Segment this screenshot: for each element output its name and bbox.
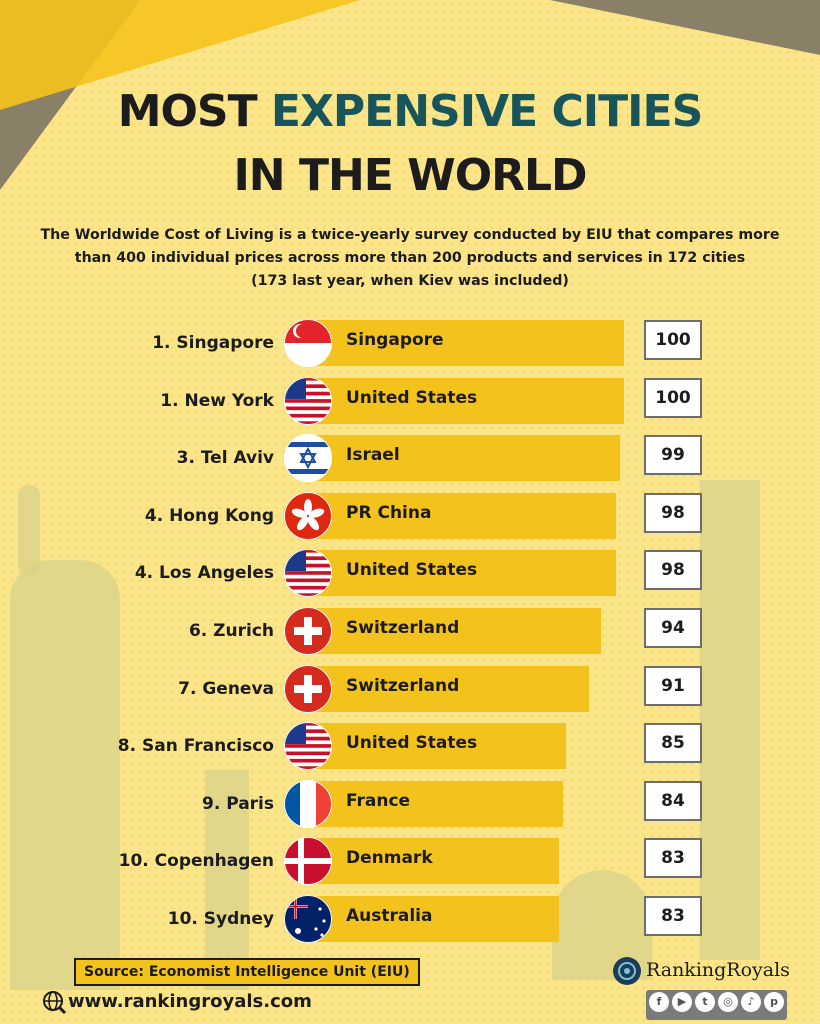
description-line: (173 last year, when Kiev was included)	[251, 273, 569, 289]
city-label: 8. San Francisco	[117, 736, 274, 757]
pinterest-icon[interactable]: p	[764, 992, 784, 1012]
title-accent: EXPENSIVE CITIES	[270, 86, 703, 137]
globe-icon	[43, 991, 66, 1014]
city-label: 10. Sydney	[167, 909, 274, 929]
skyscraper-silhouette	[700, 480, 760, 960]
bar	[308, 377, 624, 424]
score-value: 83	[644, 838, 702, 879]
country-label: PR China	[346, 502, 432, 523]
city-label: 7. Geneva	[178, 678, 274, 699]
score-value: 98	[644, 550, 702, 591]
bar	[308, 550, 616, 597]
score-value: 83	[644, 896, 702, 936]
city-label: 4. Hong Kong	[144, 505, 274, 526]
page-title: MOST EXPENSIVE CITIES	[117, 86, 704, 137]
country-label: Israel	[346, 445, 400, 466]
brand-name: RankingRoyals	[646, 959, 790, 981]
score-value: 91	[644, 665, 702, 706]
australia-flag-icon	[284, 895, 332, 943]
bar	[308, 838, 559, 885]
chart-row: 8. San Francisco United States 85	[0, 722, 820, 779]
score-value: 94	[644, 608, 702, 648]
twitter-icon[interactable]: t	[695, 992, 715, 1012]
score-value: 98	[644, 492, 702, 533]
instagram-icon[interactable]: ◎	[718, 992, 738, 1012]
country-label: United States	[346, 387, 478, 408]
statue-silhouette	[10, 560, 120, 990]
page-title-line2: IN THE WORLD	[233, 150, 587, 201]
score-value: 100	[644, 320, 702, 360]
denmark-flag-icon	[284, 837, 332, 886]
usa-flag-icon	[284, 376, 332, 425]
torch-silhouette	[18, 485, 40, 575]
city-label: 10. Copenhagen	[118, 851, 274, 872]
chart-row: 3. Tel Aviv Israel 99	[0, 434, 820, 491]
tiktok-icon[interactable]: ♪	[741, 992, 761, 1012]
chart-row: 9. Paris France 84	[0, 779, 820, 837]
country-label: France	[346, 790, 411, 811]
country-label: United States	[346, 733, 478, 754]
bar	[308, 492, 616, 539]
singapore-flag-icon	[284, 319, 332, 367]
rankingroyals-logo-icon	[613, 957, 641, 985]
country-label: Switzerland	[346, 675, 460, 696]
bar	[308, 435, 620, 482]
corner-decoration-right	[550, 0, 820, 55]
chart-row: 1. Singapore Singapore 100	[0, 319, 820, 376]
source-label: Source: Economist Intelligence Unit (EIU…	[74, 958, 420, 986]
city-label: 4. Los Angeles	[134, 563, 274, 584]
country-label: Australia	[346, 906, 433, 926]
city-label: 1. Singapore	[152, 333, 274, 353]
chart-row: 4. Los Angeles United States 98	[0, 549, 820, 606]
facebook-icon[interactable]: f	[649, 992, 669, 1012]
hong-kong-flag-icon	[284, 491, 332, 540]
city-label: 3. Tel Aviv	[176, 448, 274, 469]
country-label: Singapore	[346, 330, 444, 350]
usa-flag-icon	[284, 722, 332, 771]
france-flag-icon	[284, 779, 332, 828]
tower-silhouette	[205, 770, 249, 990]
israel-flag-icon	[284, 434, 332, 483]
switzerland-flag-icon	[284, 607, 332, 655]
corner-decoration-yellow	[0, 0, 360, 110]
country-label: United States	[346, 560, 478, 581]
website-link[interactable]: www.rankingroyals.com	[68, 991, 312, 1012]
score-value: 85	[644, 723, 702, 764]
city-label: 6. Zurich	[188, 621, 274, 641]
chart-row: 10. Copenhagen Denmark 83	[0, 837, 820, 894]
youtube-icon[interactable]: ▶	[672, 992, 692, 1012]
score-value: 100	[644, 377, 702, 418]
city-label: 1. New York	[160, 390, 274, 411]
chart-row: 1. New York United States 100	[0, 376, 820, 434]
city-label: 9. Paris	[201, 793, 274, 814]
description-line: than 400 individual prices across more t…	[74, 250, 746, 266]
country-label: Denmark	[346, 848, 433, 869]
bar	[308, 723, 566, 770]
bar	[308, 780, 563, 827]
bar	[308, 665, 589, 712]
description: The Worldwide Cost of Living is a twice-…	[40, 224, 780, 293]
usa-flag-icon	[284, 549, 332, 598]
chart-row: 10. Sydney Australia 83	[0, 895, 820, 952]
score-value: 99	[644, 435, 702, 476]
country-label: Switzerland	[346, 618, 460, 638]
social-links: f ▶ t ◎ ♪ p	[646, 990, 787, 1020]
chart-row: 4. Hong Kong PR China 98	[0, 491, 820, 549]
chart-row: 6. Zurich Switzerland 94	[0, 607, 820, 664]
bar	[308, 896, 559, 942]
description-line: The Worldwide Cost of Living is a twice-…	[40, 227, 780, 243]
chart-row: 7. Geneva Switzerland 91	[0, 664, 820, 722]
bar	[308, 608, 601, 654]
switzerland-flag-icon	[284, 664, 332, 713]
score-value: 84	[644, 780, 702, 821]
bar	[308, 320, 624, 366]
